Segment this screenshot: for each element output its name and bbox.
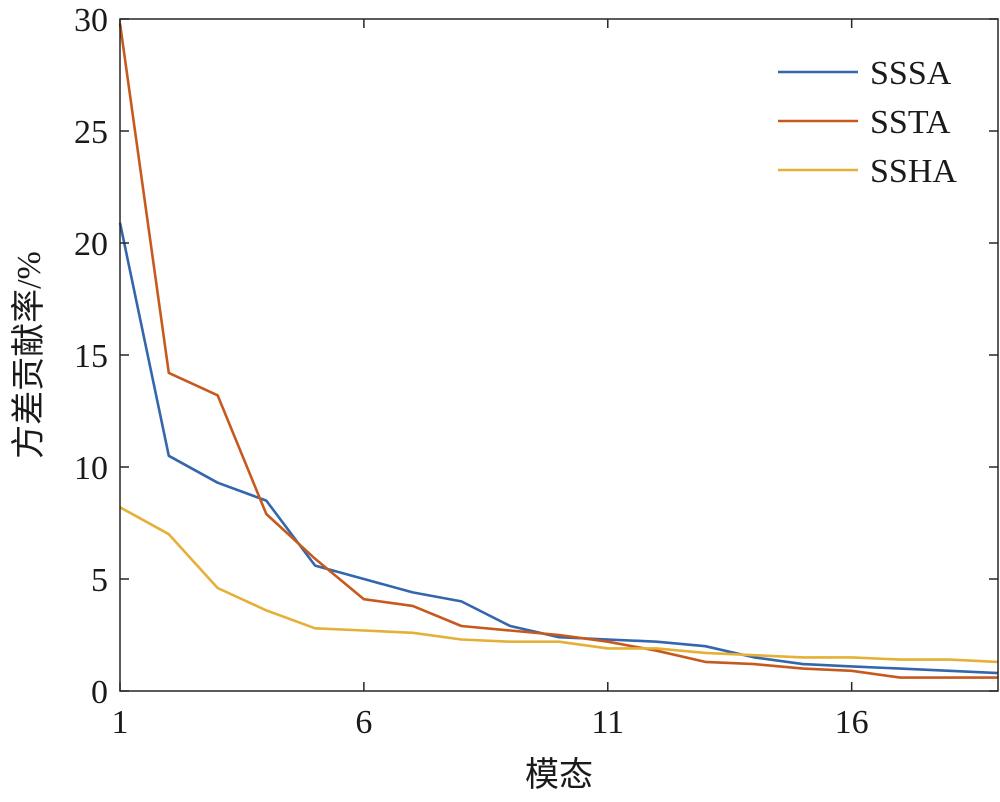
x-tick-label: 6	[355, 704, 372, 741]
legend: SSSA SSTA SSHA	[778, 55, 957, 190]
series-line-sssa	[118, 222, 999, 675]
y-tick-label: 30	[74, 2, 108, 39]
x-axis: 1 6 11 16	[112, 19, 869, 741]
y-tick-label: 20	[74, 226, 108, 263]
legend-label-ssta: SSTA	[870, 104, 951, 141]
plot-frame	[119, 18, 999, 692]
series-line-ssta	[118, 23, 998, 679]
series-line-ssha	[119, 506, 999, 664]
x-tick-label: 11	[591, 704, 624, 741]
y-tick-label: 15	[74, 338, 108, 375]
y-tick-label: 0	[91, 674, 108, 711]
x-axis-label: 模态	[525, 756, 593, 794]
x-tick-label: 1	[112, 704, 129, 741]
y-axis: 0 5 10 15 20 25 30	[74, 2, 998, 711]
y-axis-label: 方差贡献率/%	[10, 251, 48, 459]
y-tick-label: 25	[74, 114, 108, 151]
legend-label-ssha: SSHA	[870, 153, 957, 190]
x-tick-label: 16	[835, 704, 869, 741]
plot-series	[118, 23, 999, 679]
y-tick-label: 5	[91, 562, 108, 599]
y-tick-label: 10	[74, 450, 108, 487]
legend-label-sssa: SSSA	[870, 55, 952, 92]
